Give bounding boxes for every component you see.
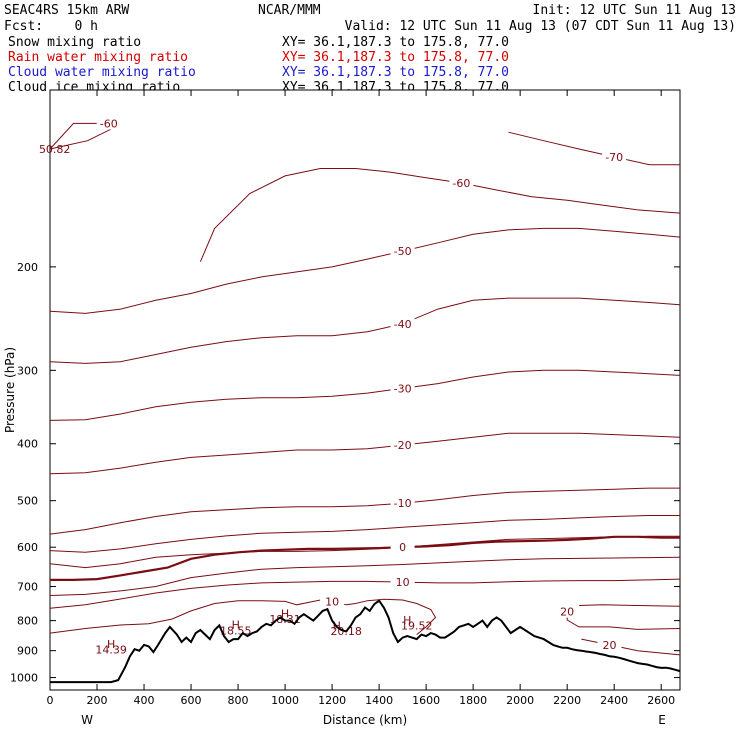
contour-label-bg	[320, 594, 345, 608]
contour-label-bg	[390, 496, 415, 510]
y-tick-label: 200	[17, 261, 38, 274]
x-tick-label: 800	[228, 694, 249, 707]
extremum-label: H	[107, 638, 115, 651]
y-tick-label: 300	[17, 364, 38, 377]
org-title: NCAR/MMM	[258, 3, 321, 18]
y-tick-label: 700	[17, 581, 38, 594]
x-tick-label: 2400	[600, 694, 628, 707]
contour-label: -70	[605, 151, 623, 164]
contour-label: 10	[325, 595, 339, 608]
contour-line	[49, 578, 681, 609]
terrain-line	[50, 599, 681, 684]
x-tick-label: 400	[134, 694, 155, 707]
extremum-label: 19.52	[401, 620, 433, 633]
contour-label: 10	[396, 576, 410, 589]
x-axis-ticks: 0 200 400 600 800 1000 1200 1400 1600 1800 2000 220…	[47, 90, 675, 707]
field-name: Cloud water mixing ratio	[8, 65, 196, 80]
field-xy: XY= 36.1,187.3 to 175.8, 77.0	[282, 35, 509, 50]
contour-label: -20	[394, 439, 412, 452]
contour-label: -50	[394, 245, 412, 258]
contour-label-bg	[602, 149, 627, 163]
contour-label-bg	[390, 540, 415, 554]
y-tick-label: 500	[17, 495, 38, 508]
contour-label: -40	[394, 318, 412, 331]
x-tick-label: 1200	[318, 694, 346, 707]
contour-lines	[49, 122, 681, 656]
x-tick-label: 600	[181, 694, 202, 707]
contour-label-bg	[390, 575, 415, 589]
extremum-label: 14.39	[95, 643, 127, 656]
x-tick-label: 2200	[553, 694, 581, 707]
field-name: Rain water mixing ratio	[8, 50, 188, 65]
extremum-label: H	[281, 607, 289, 620]
header: SEAC4RS 15km ARW NCAR/MMM Init: 12 UTC S…	[4, 3, 736, 95]
x-tick-label: 200	[87, 694, 108, 707]
field-list: Snow mixing ratio XY= 36.1,187.3 to 175.8…	[8, 35, 509, 95]
contour-line	[49, 515, 680, 553]
contour-label: -60	[452, 177, 470, 190]
contour-label-bg	[597, 637, 622, 651]
y-tick-label: 400	[17, 438, 38, 451]
x-axis-right-end: E	[658, 713, 666, 727]
contour-line	[49, 369, 681, 421]
x-tick-label: 2600	[647, 694, 675, 707]
contour-label-bg	[96, 116, 121, 130]
contour-label-bg	[390, 381, 415, 395]
contour-label: -30	[394, 382, 412, 395]
contour-line	[581, 638, 681, 656]
x-tick-label: 1000	[271, 694, 299, 707]
plot-frame	[49, 89, 681, 691]
x-axis-left-end: W	[81, 713, 93, 727]
contour-line	[508, 131, 680, 166]
contour-line	[199, 168, 681, 262]
contour-line	[49, 227, 681, 314]
contour-label-bg	[555, 604, 580, 618]
model-title: SEAC4RS 15km ARW	[4, 3, 129, 18]
contour-line	[49, 297, 681, 364]
contour-label-bg	[390, 316, 415, 330]
forecast-hour: Fcst: 0 h	[4, 19, 98, 34]
x-tick-label: 1600	[412, 694, 440, 707]
x-tick-label: 0	[47, 694, 54, 707]
contour-label: -10	[394, 497, 412, 510]
x-tick-label: 1800	[459, 694, 487, 707]
init-time: Init: 12 UTC Sun 11 Aug 13	[533, 3, 737, 18]
contour-label: 20	[560, 606, 574, 619]
extremum-label: 50.82	[39, 143, 71, 156]
contour-line	[49, 556, 681, 596]
field-xy: XY= 36.1,187.3 to 175.8, 77.0	[282, 65, 509, 80]
contour-line	[49, 432, 681, 475]
contour-labels: -70 -60 -60 -50 -40 -30 -20 -10 0 10 10 20 20	[96, 116, 627, 652]
y-tick-label: 900	[17, 645, 38, 658]
y-tick-label: 800	[17, 615, 38, 628]
contour-label: 0	[399, 541, 406, 554]
contour-line	[49, 487, 680, 535]
plot-area: -70 -60 -60 -50 -40 -30 -20 -10 0 10 10 20 20 50.82 H…	[39, 89, 681, 691]
contour-label-bg	[390, 438, 415, 452]
contour-label: -60	[100, 117, 118, 130]
x-tick-label: 1400	[365, 694, 393, 707]
axes: 0 200 400 600 800 1000 1200 1400 1600 1800 2000 220…	[3, 90, 680, 727]
contour-line	[50, 535, 680, 581]
extremum-label: H	[403, 614, 411, 627]
contour-label-bg	[449, 176, 474, 190]
y-tick-label: 1000	[10, 672, 38, 685]
valid-time: Valid: 12 UTC Sun 11 Aug 13 (07 CDT Sun …	[345, 19, 736, 34]
contour-label: 20	[602, 639, 616, 652]
contour-line	[49, 598, 437, 635]
field-name: Snow mixing ratio	[8, 35, 141, 50]
x-tick-label: 2000	[506, 694, 534, 707]
field-xy: XY= 36.1,187.3 to 175.8, 77.0	[282, 50, 509, 65]
contour-label-bg	[390, 244, 415, 258]
y-axis-label: Pressure (hPa)	[3, 347, 17, 433]
y-tick-label: 600	[17, 541, 38, 554]
x-axis-label: Distance (km)	[323, 713, 407, 727]
extremum-label: H	[232, 618, 240, 631]
